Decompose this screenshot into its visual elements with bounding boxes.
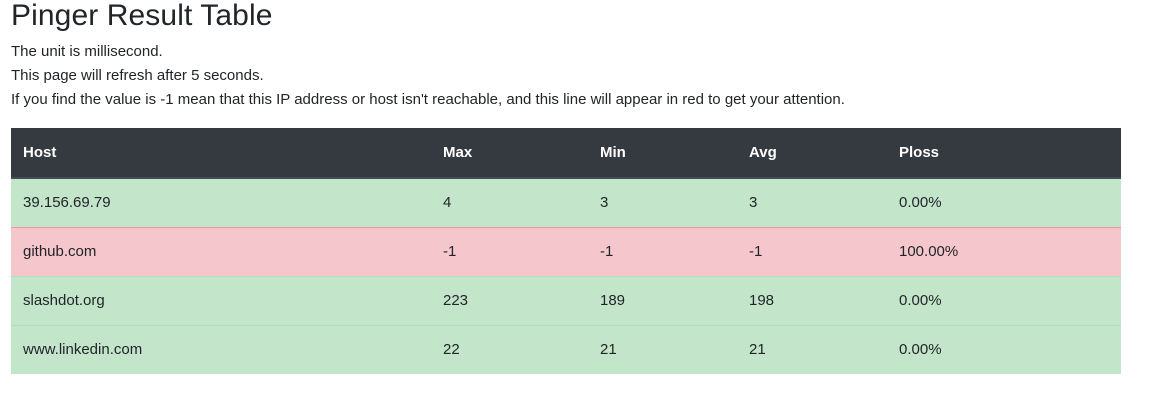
cell-avg: 21 bbox=[737, 324, 887, 374]
cell-ploss: 100.00% bbox=[887, 226, 1121, 276]
table-body: 39.156.69.79 4 3 3 0.00% github.com -1 -… bbox=[11, 177, 1121, 374]
cell-host: www.linkedin.com bbox=[11, 324, 431, 374]
cell-host: slashdot.org bbox=[11, 275, 431, 325]
cell-avg: -1 bbox=[737, 226, 887, 276]
refresh-note: This page will refresh after 5 seconds. bbox=[11, 67, 264, 84]
page-content: Pinger Result Table The unit is millisec… bbox=[11, 0, 1121, 374]
cell-avg: 3 bbox=[737, 177, 887, 227]
table-row: 39.156.69.79 4 3 3 0.00% bbox=[11, 177, 1121, 227]
cell-ploss: 0.00% bbox=[887, 177, 1121, 227]
table-row: github.com -1 -1 -1 100.00% bbox=[11, 226, 1121, 276]
header-avg: Avg bbox=[737, 128, 887, 179]
cell-host: github.com bbox=[11, 226, 431, 276]
table-row: slashdot.org 223 189 198 0.00% bbox=[11, 275, 1121, 325]
result-table: Host Max Min Avg Ploss 39.156.69.79 4 3 … bbox=[11, 128, 1121, 374]
header-min: Min bbox=[588, 128, 737, 179]
cell-min: 21 bbox=[588, 324, 737, 374]
cell-ploss: 0.00% bbox=[887, 324, 1121, 374]
cell-max: 4 bbox=[431, 177, 588, 227]
unreachable-note: If you find the value is -1 mean that th… bbox=[11, 91, 845, 108]
cell-ploss: 0.00% bbox=[887, 275, 1121, 325]
cell-max: 22 bbox=[431, 324, 588, 374]
table-header: Host Max Min Avg Ploss bbox=[11, 128, 1121, 179]
cell-max: -1 bbox=[431, 226, 588, 276]
cell-host: 39.156.69.79 bbox=[11, 177, 431, 227]
table-row: www.linkedin.com 22 21 21 0.00% bbox=[11, 324, 1121, 374]
header-max: Max bbox=[431, 128, 588, 179]
cell-avg: 198 bbox=[737, 275, 887, 325]
unit-note: The unit is millisecond. bbox=[11, 43, 163, 60]
header-ploss: Ploss bbox=[887, 128, 1121, 179]
cell-min: -1 bbox=[588, 226, 737, 276]
cell-min: 189 bbox=[588, 275, 737, 325]
page-title: Pinger Result Table bbox=[11, 0, 273, 32]
header-host: Host bbox=[11, 128, 431, 179]
header-row: Host Max Min Avg Ploss bbox=[11, 128, 1121, 179]
cell-min: 3 bbox=[588, 177, 737, 227]
cell-max: 223 bbox=[431, 275, 588, 325]
